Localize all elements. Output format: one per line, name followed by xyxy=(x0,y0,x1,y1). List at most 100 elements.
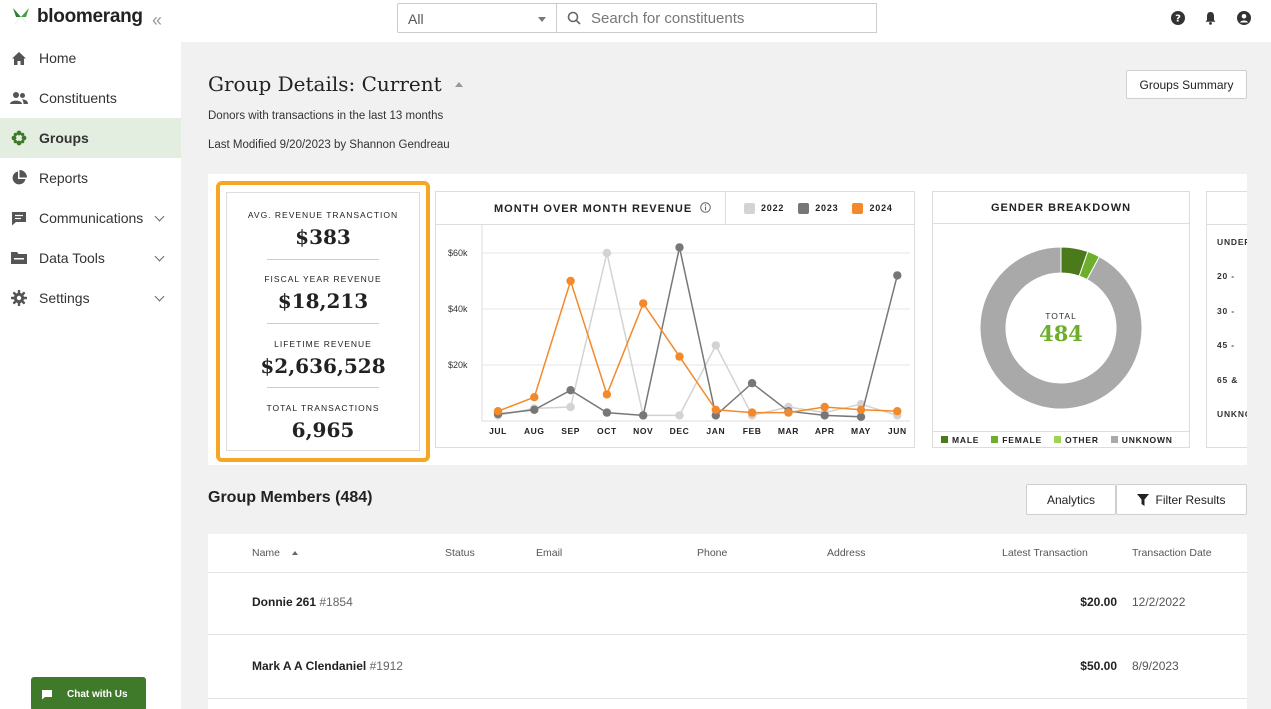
legend-item-2024[interactable]: 2024 xyxy=(852,202,892,214)
legend-swatch xyxy=(798,202,810,214)
legend-label: FEMALE xyxy=(1002,434,1043,445)
column-header-latest-transaction[interactable]: Latest Transaction xyxy=(1002,547,1088,559)
top-bar: bloomerang « All ? xyxy=(0,0,1271,42)
sidebar-item-constituents[interactable]: Constituents xyxy=(0,78,181,118)
legend-item-unknown[interactable]: UNKNOWN xyxy=(1110,434,1173,445)
member-name-text: Mark A A Clendaniel xyxy=(252,659,367,673)
column-header-status[interactable]: Status xyxy=(445,547,475,559)
x-tick-label: JUL xyxy=(489,426,507,436)
legend-label: UNKNOWN xyxy=(1121,434,1173,445)
stats-card: AVG. REVENUE TRANSACTION $383 FISCAL YEA… xyxy=(216,181,430,462)
legend-item-male[interactable]: MALE xyxy=(941,435,979,445)
svg-text:?: ? xyxy=(1175,13,1181,24)
legend-swatch xyxy=(1054,435,1062,443)
people-icon xyxy=(10,89,28,107)
data-point-2024 xyxy=(675,352,684,361)
sidebar-item-groups[interactable]: Groups xyxy=(0,118,181,158)
chevron-down-icon xyxy=(154,211,165,222)
help-icon[interactable]: ? xyxy=(1170,10,1185,25)
legend-item-other[interactable]: OTHER xyxy=(1054,435,1099,445)
search-scope-value: All xyxy=(408,11,424,27)
column-header-email[interactable]: Email xyxy=(536,547,563,559)
sidebar-item-communications[interactable]: Communications xyxy=(0,198,181,238)
x-tick-label: DEC xyxy=(670,426,690,436)
gender-breakdown-card: GENDER BREAKDOWN TOTAL 484 MALE FEMALE OT… xyxy=(932,191,1190,448)
divider xyxy=(208,634,1247,635)
sidebar-item-data-tools[interactable]: Data Tools xyxy=(0,238,181,278)
legend-item-female[interactable]: FEMALE xyxy=(991,435,1042,445)
latest-transaction-amount: $50.00 xyxy=(1080,659,1117,673)
member-name[interactable]: Donnie 261 #1854 xyxy=(252,595,353,609)
collapse-details-icon[interactable] xyxy=(455,82,463,87)
filter-icon xyxy=(1137,493,1150,506)
divider xyxy=(1207,224,1247,225)
sidebar-item-reports[interactable]: Reports xyxy=(0,158,181,198)
sidebar-item-label: Data Tools xyxy=(39,250,105,266)
collapse-sidebar-icon[interactable]: « xyxy=(152,10,163,30)
stat-total-transactions: TOTAL TRANSACTIONS 6,965 xyxy=(227,403,419,442)
sidebar-item-home[interactable]: Home xyxy=(0,38,181,78)
transaction-date: 12/2/2022 xyxy=(1132,595,1186,609)
info-icon[interactable] xyxy=(700,202,712,213)
search-input[interactable] xyxy=(591,9,861,27)
divider xyxy=(267,259,379,260)
stat-label: TOTAL TRANSACTIONS xyxy=(266,403,380,413)
chart-legend: 2022 2023 2024 xyxy=(725,192,893,224)
data-point-2023 xyxy=(639,411,648,420)
sort-ascending-icon xyxy=(292,551,299,556)
legend-swatch xyxy=(852,202,864,214)
age-breakdown-card: UNDER 20 - 30 - 45 - 65 & UNKNO xyxy=(1206,191,1247,448)
stat-label: LIFETIME REVENUE xyxy=(274,339,372,349)
data-point-2024 xyxy=(639,299,648,308)
sidebar: Home Constituents Groups Reports Communi… xyxy=(0,42,181,709)
app-logo[interactable]: bloomerang xyxy=(9,5,143,29)
legend-item-2022[interactable]: 2022 xyxy=(744,202,784,214)
legend-label: OTHER xyxy=(1065,434,1099,445)
top-icons: ? xyxy=(1170,10,1251,25)
last-modified: Last Modified 9/20/2023 by Shannon Gendr… xyxy=(208,139,450,151)
chat-with-us-button[interactable]: Chat with Us xyxy=(31,677,146,709)
legend-swatch xyxy=(941,435,948,443)
sidebar-item-label: Reports xyxy=(39,170,89,186)
sidebar-item-settings[interactable]: Settings xyxy=(0,278,181,318)
donut-center-value: 484 xyxy=(1039,321,1083,346)
chat-label: Chat with Us xyxy=(67,688,128,700)
legend-item-2023[interactable]: 2023 xyxy=(798,202,839,214)
column-header-address[interactable]: Address xyxy=(827,547,866,559)
data-point-2023 xyxy=(747,379,757,388)
column-header-name[interactable]: Name xyxy=(252,547,299,559)
column-header-transaction-date[interactable]: Transaction Date xyxy=(1132,547,1212,559)
legend-label: 2023 xyxy=(815,203,839,213)
analytics-button[interactable]: Analytics xyxy=(1026,484,1116,515)
search-scope-select[interactable]: All xyxy=(397,3,557,33)
data-point-2023 xyxy=(566,386,575,395)
data-point-2024 xyxy=(530,393,539,402)
filter-results-button[interactable]: Filter Results xyxy=(1116,484,1247,515)
y-tick-label: $60k xyxy=(448,248,468,258)
data-point-2024 xyxy=(856,405,866,414)
chat-icon xyxy=(10,209,28,227)
donut-center-label: TOTAL xyxy=(1045,311,1077,321)
data-point-2024 xyxy=(566,276,575,286)
chart-title-text: MONTH OVER MONTH REVENUE xyxy=(494,203,693,215)
data-point-2024 xyxy=(711,405,720,414)
column-header-label: Name xyxy=(252,547,281,559)
groups-summary-button[interactable]: Groups Summary xyxy=(1126,70,1247,99)
column-header-phone[interactable]: Phone xyxy=(697,547,728,559)
groups-icon xyxy=(10,129,28,147)
bloomerang-logo-icon xyxy=(13,8,29,26)
home-icon xyxy=(10,49,28,67)
data-point-2022 xyxy=(675,411,684,420)
notifications-bell-icon[interactable] xyxy=(1203,10,1218,25)
latest-transaction-amount: $20.00 xyxy=(1080,595,1117,609)
data-point-2024 xyxy=(747,408,757,417)
data-point-2023 xyxy=(893,271,902,280)
stats-inner: AVG. REVENUE TRANSACTION $383 FISCAL YEA… xyxy=(226,192,420,451)
series-line-2022 xyxy=(497,252,898,417)
user-account-icon[interactable] xyxy=(1236,10,1251,25)
filter-results-label: Filter Results xyxy=(1155,492,1226,507)
member-name[interactable]: Mark A A Clendaniel #1912 xyxy=(252,659,403,673)
search-box xyxy=(557,3,877,33)
y-tick-label: $20k xyxy=(448,360,468,370)
search-icon xyxy=(567,11,581,25)
